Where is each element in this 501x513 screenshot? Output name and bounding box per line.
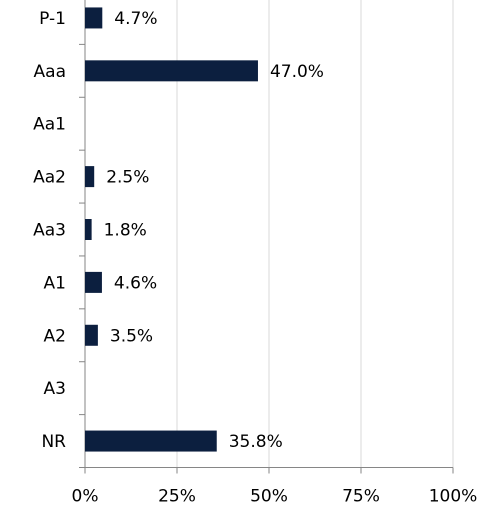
x-tick-label: 100% [429, 487, 478, 507]
data-label: 47.0% [270, 62, 324, 82]
y-tick-label: P-1 [39, 9, 66, 29]
data-label: 3.5% [110, 326, 153, 346]
bar [85, 271, 102, 293]
bar [85, 430, 217, 452]
x-tick-label: 75% [342, 487, 380, 507]
bar [85, 219, 92, 240]
data-label: 4.6% [114, 273, 157, 293]
y-tick-label: Aa1 [33, 115, 66, 135]
y-tick-label: NR [41, 432, 66, 452]
bar [85, 60, 258, 82]
bar [85, 7, 103, 29]
x-tick-label: 25% [158, 487, 196, 507]
bar [85, 166, 95, 188]
data-label: 4.7% [114, 9, 157, 29]
x-tick-label: 50% [250, 487, 288, 507]
y-tick-label: A3 [44, 379, 66, 399]
data-label: 1.8% [104, 221, 147, 241]
y-tick-label: A1 [44, 273, 66, 293]
y-tick-label: Aa2 [33, 168, 66, 188]
data-label: 2.5% [106, 168, 149, 188]
y-tick-label: Aaa [34, 62, 66, 82]
data-label: 35.8% [229, 432, 283, 452]
bar [85, 324, 98, 346]
y-tick-label: Aa3 [33, 221, 66, 241]
x-tick-label: 0% [72, 487, 99, 507]
y-tick-label: A2 [44, 326, 66, 346]
